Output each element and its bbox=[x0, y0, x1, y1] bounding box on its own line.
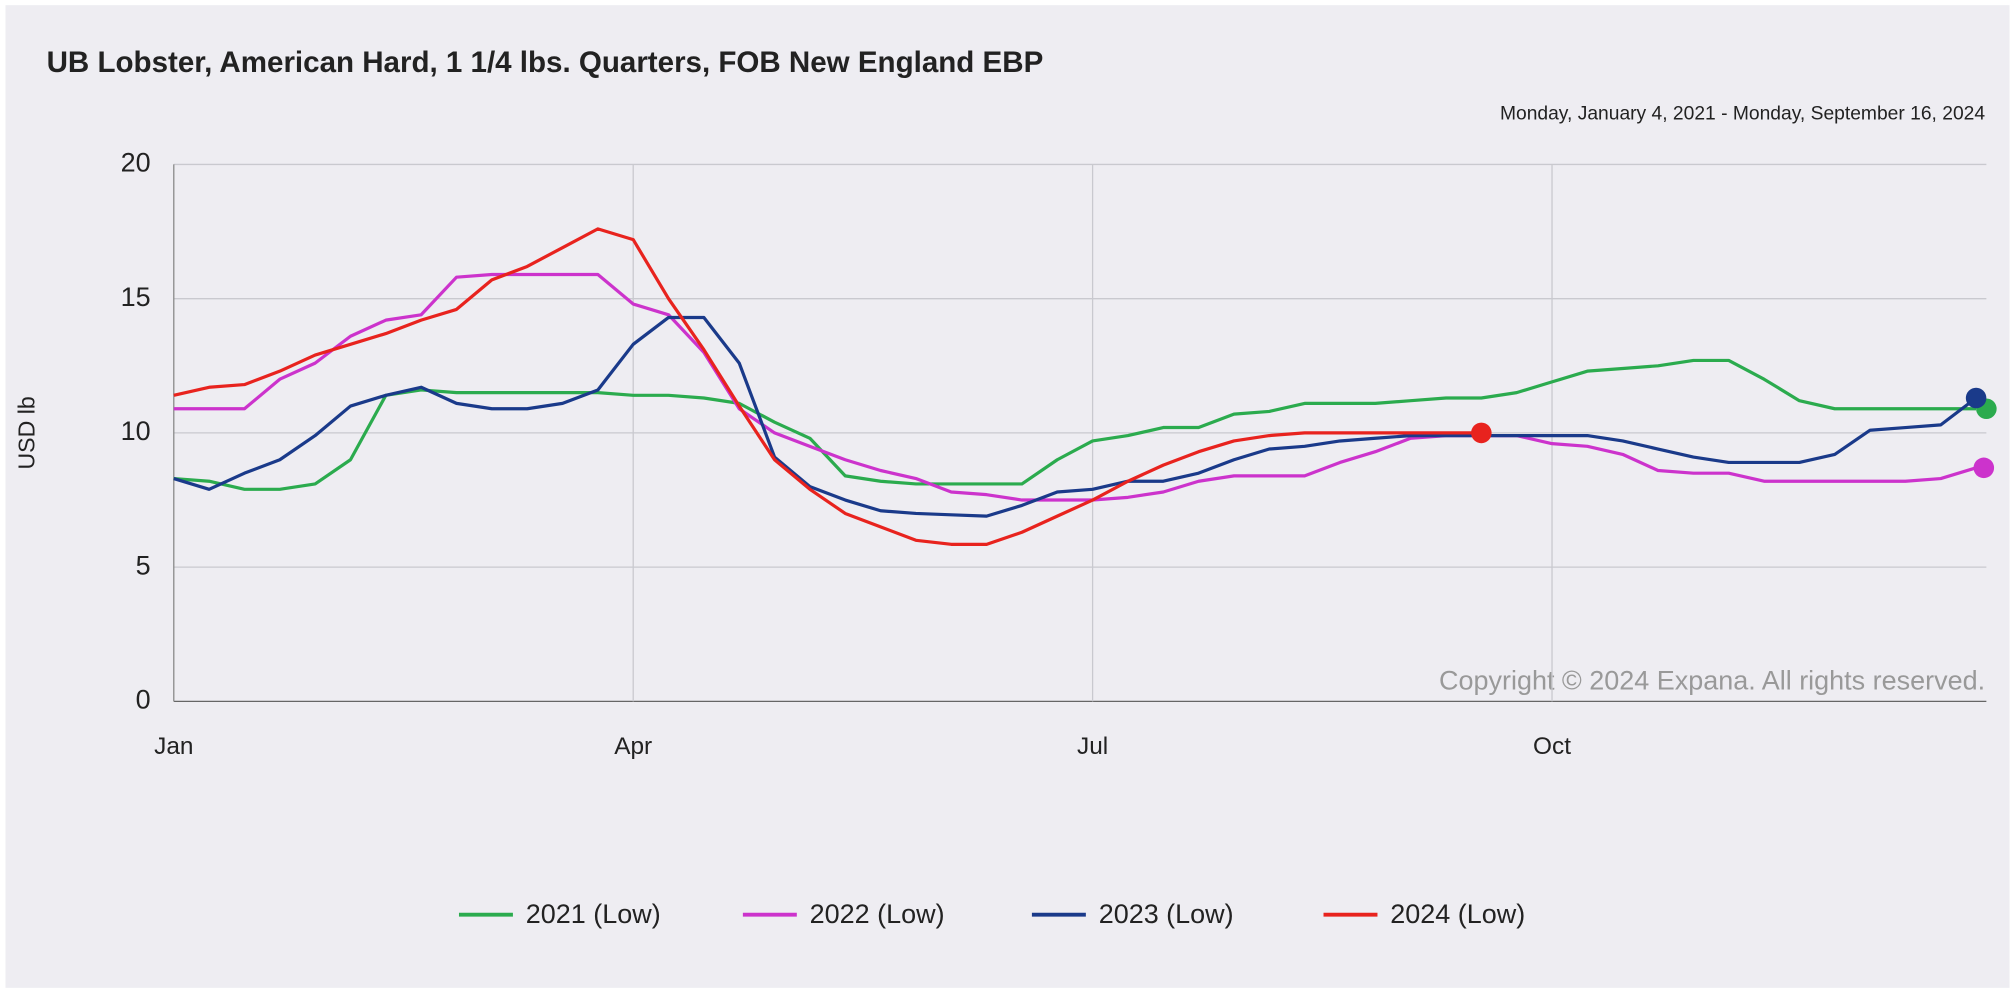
chart-title: UB Lobster, American Hard, 1 1/4 lbs. Qu… bbox=[47, 46, 1044, 79]
end-marker bbox=[1965, 387, 1987, 409]
y-tick-label: 15 bbox=[121, 282, 151, 312]
legend-label: 2023 (Low) bbox=[1099, 899, 1234, 929]
y-tick-label: 20 bbox=[121, 148, 151, 178]
legend-label: 2021 (Low) bbox=[526, 899, 661, 929]
y-tick-label: 5 bbox=[136, 550, 151, 580]
chart-subtitle: Monday, January 4, 2021 - Monday, Septem… bbox=[1500, 103, 1985, 124]
y-tick-label: 10 bbox=[121, 416, 151, 446]
series-line bbox=[173, 272, 1977, 502]
y-tick-label: 0 bbox=[136, 685, 151, 715]
x-tick-label: Jul bbox=[1077, 733, 1108, 760]
copyright-annotation: Copyright © 2024 Expana. All rights rese… bbox=[1439, 665, 1985, 695]
legend-label: 2022 (Low) bbox=[810, 899, 945, 929]
y-axis-label: USD lb bbox=[14, 396, 40, 469]
end-marker bbox=[1471, 422, 1492, 444]
x-tick-label: Jan bbox=[154, 733, 193, 760]
x-tick-label: Apr bbox=[614, 733, 652, 760]
end-marker bbox=[1973, 457, 1995, 479]
legend-label: 2024 (Low) bbox=[1390, 899, 1525, 929]
x-tick-label: Oct bbox=[1533, 733, 1571, 760]
series-line bbox=[173, 315, 1978, 518]
series-line bbox=[173, 227, 1482, 546]
series-line bbox=[173, 358, 1977, 491]
